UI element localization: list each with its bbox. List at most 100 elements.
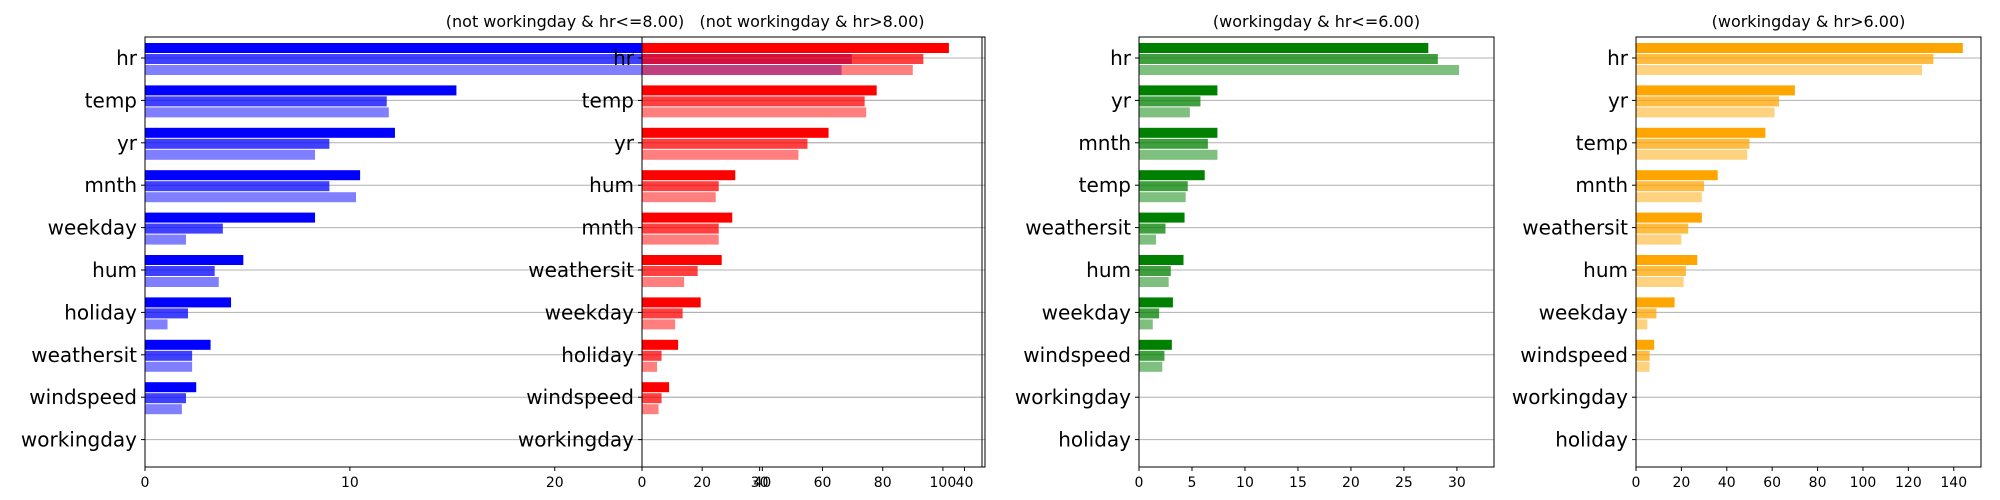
bar <box>145 297 232 308</box>
x-tick-label: 30 <box>751 475 769 491</box>
bar <box>1636 308 1657 319</box>
bar <box>1139 223 1166 234</box>
bar <box>1636 350 1650 361</box>
bar <box>642 127 829 138</box>
chart-title: (workingday & hr<=6.00) <box>1213 12 1420 31</box>
bar <box>1636 107 1775 118</box>
bar <box>1636 223 1689 234</box>
bar <box>145 223 223 234</box>
bar <box>642 65 913 75</box>
bar <box>1636 192 1702 203</box>
bar <box>145 339 211 350</box>
bar <box>1139 361 1163 372</box>
x-tick-label: 20 <box>693 475 711 491</box>
bar <box>145 404 182 415</box>
y-tick-label: holiday <box>1555 428 1628 452</box>
x-tick-label: 0 <box>141 475 150 491</box>
y-tick-label: windspeed <box>29 385 137 409</box>
chart-panel-4: hr yr temp mnth weathersit hum weekday windspee… <box>1512 12 1982 491</box>
x-tick-label: 20 <box>546 475 564 491</box>
y-tick-label: weekday <box>1042 300 1132 324</box>
y-tick-label: windspeed <box>1520 343 1628 367</box>
y-tick-label: weekday <box>1539 300 1629 324</box>
bar <box>145 308 189 319</box>
x-tick-label: 100 <box>930 475 957 491</box>
bar <box>1636 181 1705 192</box>
y-tick-label: temp <box>1079 173 1131 197</box>
chart-panel-1: hr temp yr mnth weekday hum holiday weathersit w… <box>21 12 986 491</box>
bar <box>145 266 215 276</box>
y-tick-label: temp <box>582 88 634 112</box>
y-tick-label: hum <box>1583 258 1628 282</box>
x-tick-label: 0 <box>1135 475 1144 491</box>
bar <box>145 149 316 160</box>
y-tick-label: yr <box>1111 88 1132 112</box>
bar <box>1139 192 1186 203</box>
y-tick-label: weathersit <box>1025 216 1131 240</box>
y-tick-label: hr <box>1110 46 1132 70</box>
bar <box>1139 85 1218 96</box>
y-tick-label: weathersit <box>31 343 137 367</box>
bar <box>642 404 659 415</box>
x-tick-label: 80 <box>1809 475 1827 491</box>
bar <box>1636 65 1922 75</box>
x-tick-label: 15 <box>1289 475 1307 491</box>
bar <box>1636 255 1698 265</box>
bar <box>1139 339 1172 350</box>
x-tick-label: 80 <box>874 475 892 491</box>
bar <box>145 96 387 107</box>
bar <box>145 138 330 149</box>
bar <box>642 339 679 350</box>
bar <box>642 234 719 245</box>
bar <box>642 393 662 404</box>
bar <box>1636 96 1779 107</box>
bar <box>642 308 683 319</box>
y-tick-label: hum <box>92 258 137 282</box>
y-tick-label: holiday <box>64 300 137 324</box>
bar <box>642 96 865 107</box>
bar <box>1139 308 1160 319</box>
y-tick-label: mnth <box>84 173 137 197</box>
y-tick-label: workingday <box>1015 385 1131 409</box>
bar <box>1139 297 1173 308</box>
bar <box>145 212 316 223</box>
bar <box>1636 319 1648 330</box>
y-tick-label: mnth <box>1575 173 1628 197</box>
plot-frame <box>1635 36 1982 468</box>
y-tick-label: temp <box>1576 131 1628 155</box>
x-tick-label: 5 <box>1188 475 1197 491</box>
y-tick-label: hum <box>589 173 634 197</box>
x-tick-label: 20 <box>1672 475 1690 491</box>
bar <box>1139 181 1188 192</box>
bar <box>145 350 193 361</box>
plot-frame <box>641 36 983 468</box>
bar <box>1139 65 1460 75</box>
bar <box>642 107 867 118</box>
bar <box>642 319 676 330</box>
bar <box>642 85 877 96</box>
bar <box>1139 107 1190 118</box>
bar <box>1636 54 1934 64</box>
bar <box>1139 319 1153 330</box>
chart-panel-3: hr yr mnth temp weathersit hum weekday windspee… <box>1015 12 1495 491</box>
chart-title: (not workingday & hr>8.00) <box>699 12 924 31</box>
y-tick-label: temp <box>85 88 137 112</box>
x-tick-label: 120 <box>1895 475 1922 491</box>
y-tick-label: holiday <box>1058 428 1131 452</box>
bar <box>1636 266 1686 276</box>
bar <box>1139 43 1429 53</box>
bar <box>1636 43 1963 53</box>
y-tick-label: mnth <box>1078 131 1131 155</box>
bar <box>642 297 701 308</box>
x-tick-label: 40 <box>1718 475 1736 491</box>
bar <box>642 350 662 361</box>
bar <box>642 277 685 287</box>
plot-frame <box>144 36 986 468</box>
x-tick-label: 40 <box>753 475 771 491</box>
bar <box>642 361 658 372</box>
bar <box>642 138 808 149</box>
bar <box>642 149 799 160</box>
y-tick-label: holiday <box>561 343 634 367</box>
bar <box>145 319 168 330</box>
y-tick-label: workingday <box>518 428 634 452</box>
